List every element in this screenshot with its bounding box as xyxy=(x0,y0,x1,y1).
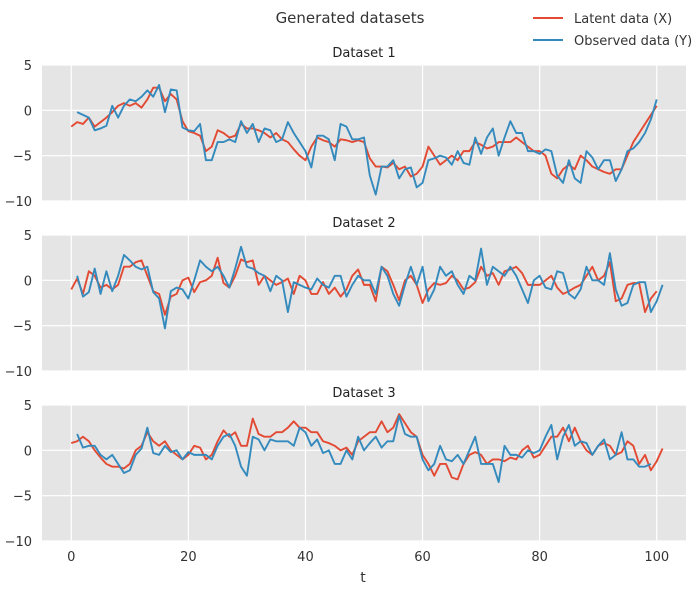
panel-3: 5 0 −5 −10 Dataset 3 xyxy=(5,386,686,550)
panel-title: Dataset 1 xyxy=(332,46,395,61)
plot-area xyxy=(42,405,686,541)
y-tick-label: −10 xyxy=(5,535,32,550)
observed-series-line xyxy=(76,84,658,196)
y-tick-label: −5 xyxy=(13,490,32,505)
legend: Latent data (X) Observed data (Y) xyxy=(533,12,692,49)
chart-title: Generated datasets xyxy=(276,9,425,27)
y-tick-label: −10 xyxy=(5,365,32,380)
x-axis-label: t xyxy=(360,570,366,586)
y-tick-label: −5 xyxy=(13,150,32,165)
legend-label-latent: Latent data (X) xyxy=(574,12,672,27)
observed-series-line xyxy=(76,414,652,484)
y-tick-label: 0 xyxy=(24,104,32,119)
y-tick-label: −10 xyxy=(5,195,32,210)
y-tick-label: 5 xyxy=(24,229,32,244)
x-tick-label: 40 xyxy=(297,550,314,565)
x-tick-label: 100 xyxy=(644,550,669,565)
y-tick-label: 0 xyxy=(24,444,32,459)
x-tick-label: 80 xyxy=(531,550,548,565)
y-tick-label: 5 xyxy=(24,399,32,414)
plot-area xyxy=(42,235,686,371)
panel-title: Dataset 3 xyxy=(332,386,395,401)
y-tick-label: −5 xyxy=(13,320,32,335)
panels-layer: 5 0 −5 −10 Dataset 1 5 0 −5 −10 Dataset 2 5 0 −5 −10 D… xyxy=(5,46,686,565)
x-tick-label: 60 xyxy=(414,550,431,565)
legend-label-observed: Observed data (Y) xyxy=(574,34,692,49)
y-tick-label: 0 xyxy=(24,274,32,289)
panel-1: 5 0 −5 −10 Dataset 1 xyxy=(5,46,686,210)
latent-series-line xyxy=(70,413,664,481)
y-tick-label: 5 xyxy=(24,59,32,74)
x-tick-label: 20 xyxy=(180,550,197,565)
panel-2: 5 0 −5 −10 Dataset 2 xyxy=(5,216,686,380)
x-tick-label: 0 xyxy=(67,550,75,565)
plot-area xyxy=(42,65,686,201)
panel-title: Dataset 2 xyxy=(332,216,395,231)
observed-series-line xyxy=(76,245,664,330)
